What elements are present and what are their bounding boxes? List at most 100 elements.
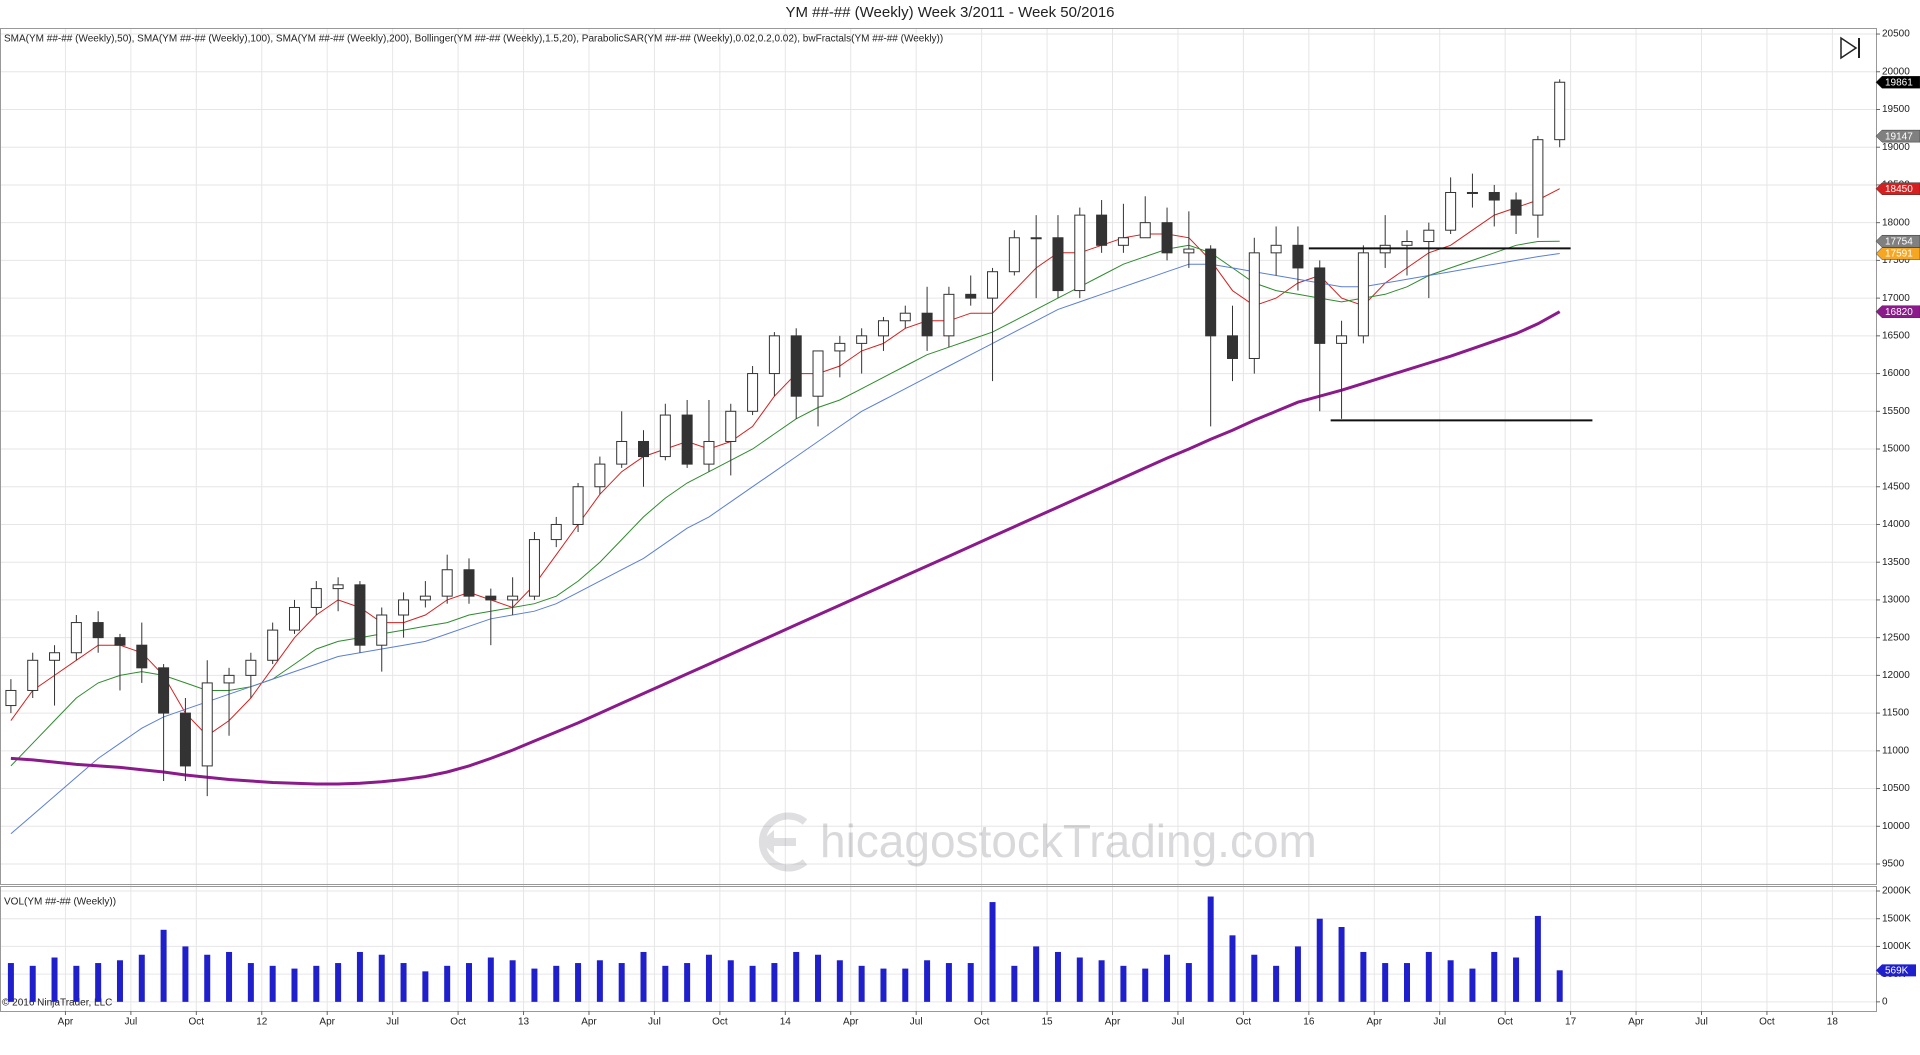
- candle-body: [114, 637, 126, 646]
- candle-body: [332, 584, 344, 590]
- y-tick-label: 10500: [1882, 783, 1910, 794]
- x-tick-label: Oct: [974, 1017, 990, 1028]
- candle-body: [1030, 237, 1042, 240]
- indicator-list: SMA(YM ##-## (Weekly),50), SMA(YM ##-## …: [4, 34, 943, 45]
- play-icon[interactable]: [1840, 36, 1858, 60]
- x-tick-label: Oct: [450, 1017, 466, 1028]
- price-tag: [1875, 182, 1920, 195]
- volume-bar: [1164, 954, 1171, 1002]
- volume-bar: [575, 963, 582, 1002]
- volume-bar: [400, 963, 407, 1002]
- y-tick-label: 12000: [1882, 670, 1910, 681]
- candle-body: [834, 342, 846, 352]
- candle-body: [572, 486, 584, 525]
- x-tick-label: Apr: [319, 1017, 335, 1028]
- volume-bar: [1207, 896, 1214, 1002]
- candle-body: [419, 595, 431, 601]
- volume-bar: [1338, 927, 1345, 1002]
- candle-body: [376, 614, 388, 646]
- candle-body: [747, 373, 759, 412]
- volume-bar: [1251, 954, 1258, 1002]
- candle-body: [856, 335, 868, 344]
- volume-panel-frame: [0, 886, 1877, 1012]
- volume-bar: [1076, 957, 1083, 1002]
- volume-bar: [116, 960, 123, 1002]
- candle-body: [921, 312, 933, 337]
- watermark-text: hicagostockTrading.com: [820, 815, 1317, 867]
- volume-bar: [138, 954, 145, 1002]
- x-tick-label: Apr: [581, 1017, 597, 1028]
- volume-bar: [1033, 946, 1040, 1002]
- volume-title: VOL(YM ##-## (Weekly)): [4, 897, 116, 908]
- candle-body: [965, 293, 977, 299]
- moving-average-line: [10, 310, 1561, 786]
- candle-body: [354, 584, 366, 646]
- volume-bar: [247, 963, 254, 1002]
- x-tick-label: Oct: [1497, 1017, 1513, 1028]
- x-tick-label: Oct: [712, 1017, 728, 1028]
- x-tick-label: Jul: [1433, 1017, 1446, 1028]
- candle-body: [1554, 81, 1566, 141]
- volume-bar: [444, 965, 451, 1002]
- candle-body: [768, 335, 780, 375]
- volume-bar: [29, 965, 36, 1002]
- candle-body: [1270, 244, 1282, 254]
- candle-body: [987, 271, 999, 299]
- candle-body: [223, 674, 235, 684]
- volume-bar: [1316, 918, 1323, 1002]
- volume-bar: [662, 965, 669, 1002]
- x-tick-label: Jul: [124, 1017, 137, 1028]
- price-tag-label: 18450: [1885, 184, 1913, 195]
- candle-body: [70, 622, 82, 654]
- volume-bar: [1294, 946, 1301, 1002]
- candle-body: [1008, 237, 1020, 273]
- volume-bar: [727, 960, 734, 1002]
- volume-bar: [858, 965, 865, 1002]
- volume-bar: [1491, 951, 1498, 1002]
- price-tag: [1875, 75, 1920, 89]
- watermark-logo: [758, 812, 808, 872]
- candle-body: [1401, 241, 1413, 246]
- y-tick-label: 18000: [1882, 217, 1910, 228]
- grid-layer: [0, 28, 1876, 1011]
- candle-body: [1205, 248, 1217, 337]
- volume-bar: [182, 946, 189, 1002]
- candle-body: [158, 667, 170, 714]
- candle-body: [616, 440, 628, 465]
- y-tick-label: 19500: [1882, 104, 1910, 115]
- y-tick-label: 14500: [1882, 481, 1910, 492]
- volume-bar: [1011, 965, 1018, 1002]
- volume-bar: [204, 954, 211, 1002]
- candle-body: [5, 689, 17, 707]
- volume-bar: [989, 902, 996, 1002]
- y-tick-label: 17000: [1882, 293, 1910, 304]
- candle-body: [1532, 139, 1544, 216]
- x-tick-label: Apr: [1105, 1017, 1121, 1028]
- candle-body: [245, 659, 257, 676]
- candle-body: [179, 712, 191, 767]
- x-tick-label: Oct: [189, 1017, 205, 1028]
- volume-bar: [269, 965, 276, 1002]
- candle-body: [288, 606, 300, 631]
- copyright: © 2016 NinjaTrader, LLC: [2, 998, 112, 1009]
- candle-body: [1510, 199, 1522, 216]
- x-tick-label: Jul: [386, 1017, 399, 1028]
- panel-icon[interactable]: [1840, 36, 1860, 60]
- volume-bar: [1404, 963, 1410, 1002]
- x-tick-label: Apr: [1628, 1017, 1644, 1028]
- candle-body: [1488, 191, 1500, 201]
- volume-bar: [553, 965, 560, 1002]
- volume-bar: [1273, 965, 1280, 1002]
- moving-average-line: [10, 253, 1560, 835]
- candle-body: [441, 569, 453, 597]
- x-tick-label: 12: [256, 1017, 268, 1028]
- plot: 9500 10000 10500 11000 11500 12000 12500 13000 1…: [5, 29, 1920, 1028]
- x-tick-label: 18: [1827, 1017, 1839, 1028]
- candle-body: [1445, 191, 1457, 231]
- volume-bar: [618, 963, 625, 1002]
- candle-body: [1292, 244, 1304, 269]
- y-tick-label: 13500: [1882, 557, 1910, 568]
- volume-bar: [1142, 968, 1149, 1002]
- volume-bar: [160, 929, 167, 1002]
- volume-bar: [509, 960, 516, 1002]
